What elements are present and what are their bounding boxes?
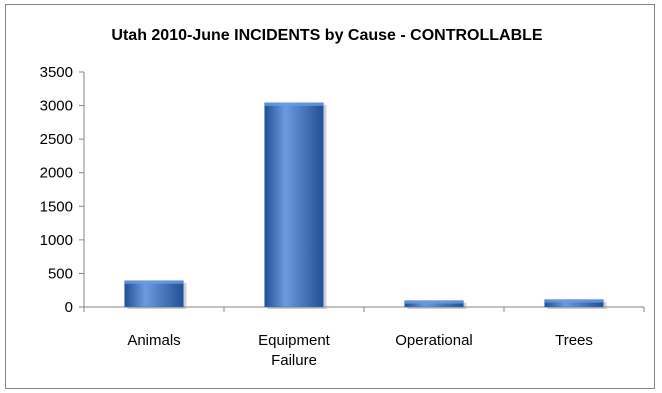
y-tick-label: 1500 [40,198,73,215]
y-tick-label: 0 [65,299,73,316]
y-tick-label: 1000 [40,232,73,249]
bar-cap [264,102,324,106]
bar-cap [124,280,184,284]
x-category-label: Failure [271,352,317,369]
bar [124,280,184,308]
plot-area: 0 500 1000 1500 2000 2500 3000 3500 Animals Equip… [40,64,645,369]
x-category-label: Operational [395,332,473,349]
bar-cap [544,299,604,303]
bar-cap [404,300,464,304]
bar [264,102,324,308]
y-tick-label: 3000 [40,98,73,115]
y-tick-label: 2000 [40,165,73,182]
x-category-label: Animals [127,332,180,349]
y-tick-label: 500 [48,265,73,282]
bar-chart: Utah 2010-June INCIDENTS by Cause - CONT… [40,27,645,369]
chart-title: Utah 2010-June INCIDENTS by Cause - CONT… [111,27,543,44]
x-category-label: Trees [555,332,593,349]
y-tick-label: 2500 [40,131,73,148]
chart-area: Utah 2010-June INCIDENTS by Cause - CONT… [5,4,655,389]
x-category-label: Equipment [258,332,331,349]
y-tick-label: 3500 [40,64,73,81]
